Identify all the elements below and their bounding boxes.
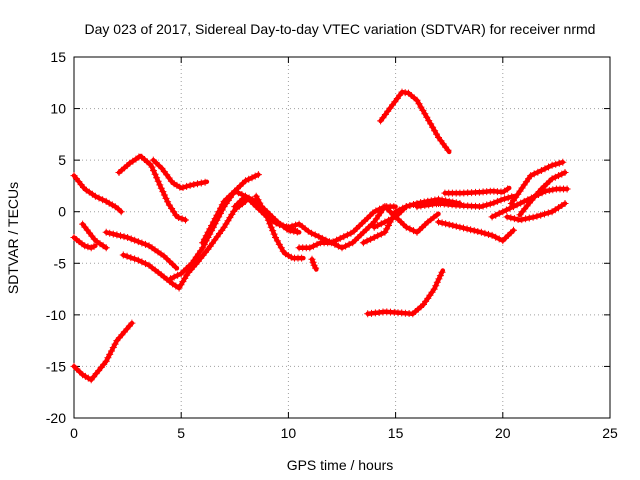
- y-axis-title: SDTVAR / TECUs: [5, 182, 21, 294]
- series-arc20: [381, 203, 441, 236]
- series-arc23-markers: [435, 218, 517, 245]
- series-arc4-band: [80, 221, 109, 251]
- series-arc22: [441, 185, 512, 197]
- x-tick-label-0: 0: [70, 425, 78, 441]
- series-arc22-markers: [441, 185, 512, 197]
- series-arc5: [102, 228, 180, 271]
- series-arc26-markers: [516, 169, 569, 219]
- series-arc14-markers: [295, 203, 389, 252]
- series-arc27: [503, 200, 569, 224]
- series-arc18: [377, 88, 452, 155]
- series-arc18-markers: [377, 88, 452, 154]
- series-arc12: [252, 192, 306, 262]
- series-arc1-markers: [70, 172, 125, 216]
- x-tick-label-20: 20: [495, 425, 511, 441]
- series-arc4: [79, 220, 110, 252]
- series-arc14: [295, 203, 389, 252]
- x-tick-label-15: 15: [388, 425, 404, 441]
- x-tick-label-5: 5: [177, 425, 185, 441]
- y-tick-label-10: 10: [50, 101, 66, 117]
- series-arc8-markers: [119, 197, 249, 292]
- grid-lines: [74, 57, 610, 418]
- series-arc7: [149, 156, 210, 191]
- tick-labels: 0 5 10 15 20 25 -20 -15 -10 -5 0 5 10 15: [46, 49, 618, 441]
- series-arc4-markers: [79, 220, 110, 252]
- series-arc21-markers: [413, 193, 516, 211]
- x-tick-label-25: 25: [602, 425, 618, 441]
- series-arc17: [370, 195, 464, 231]
- chart-title: Day 023 of 2017, Sidereal Day-to-day VTE…: [85, 21, 596, 37]
- y-tick-label-15: 15: [50, 49, 66, 65]
- series-arc20-markers: [381, 203, 441, 236]
- series-arc5-markers: [102, 228, 179, 271]
- series-arc2-markers: [70, 234, 98, 252]
- series-arc6-markers: [115, 153, 189, 224]
- series-arc1: [70, 172, 125, 216]
- series-arc25: [507, 158, 567, 207]
- series-arc25-markers: [507, 158, 567, 207]
- series-arc15: [308, 255, 320, 272]
- y-tick-label--15: -15: [46, 358, 66, 374]
- data-series: [70, 88, 571, 384]
- y-tick-label--5: -5: [54, 255, 67, 271]
- series-arc3-markers: [70, 319, 136, 384]
- series-arc2: [70, 234, 98, 252]
- y-tick-label--20: -20: [46, 410, 66, 426]
- series-arc12-markers: [252, 192, 306, 262]
- y-tick-label-0: 0: [58, 204, 66, 220]
- series-arc8: [119, 197, 249, 292]
- axis-ticks: [73, 56, 611, 419]
- y-tick-label-5: 5: [58, 152, 66, 168]
- series-arc7-markers: [149, 156, 209, 191]
- series-arc15-markers: [308, 255, 320, 272]
- series-arc19-markers: [364, 268, 446, 318]
- series-arc19: [364, 268, 446, 318]
- series-arc23: [435, 218, 517, 245]
- series-arc18-band: [378, 89, 452, 155]
- series-arc6: [115, 153, 189, 224]
- x-axis-title: GPS time / hours: [287, 457, 394, 473]
- series-arc21: [413, 193, 516, 211]
- series-arc27-markers: [503, 200, 569, 224]
- y-tick-label--10: -10: [46, 307, 66, 323]
- series-arc26: [516, 169, 569, 219]
- x-tick-label-10: 10: [281, 425, 297, 441]
- series-arc3: [70, 319, 136, 384]
